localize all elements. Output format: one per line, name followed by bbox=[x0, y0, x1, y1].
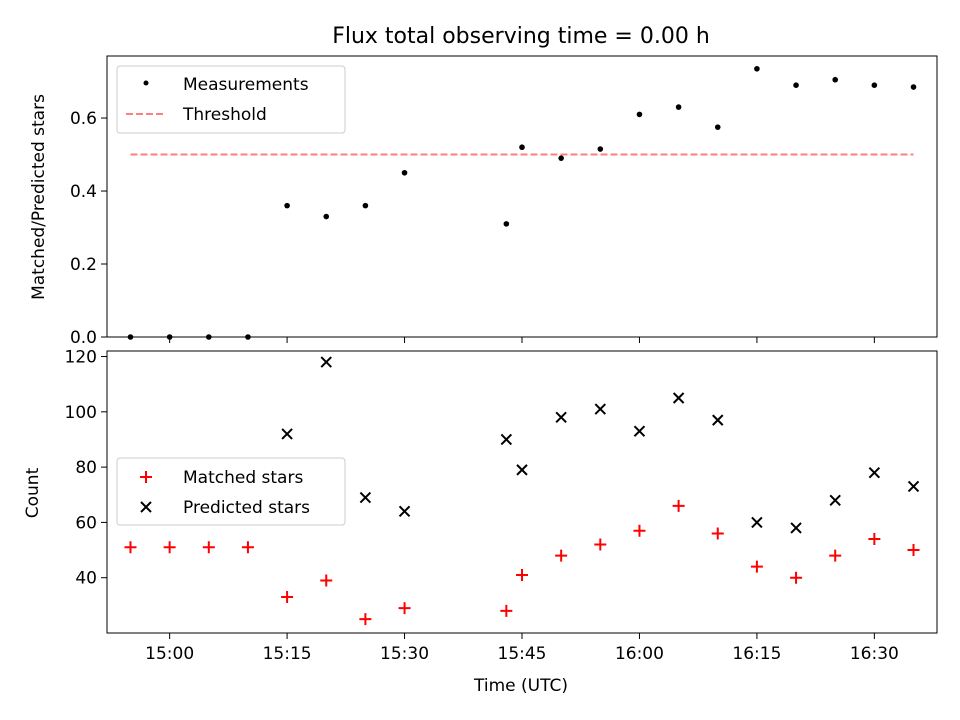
measurements-point bbox=[503, 221, 510, 227]
predicted-stars-point bbox=[500, 433, 513, 446]
matched-stars-point bbox=[163, 541, 176, 554]
measurements-point bbox=[284, 202, 290, 209]
bottom-chart: 40 60 80 100 120 15:00 15:15 15:30 15:45 16:00 16:… bbox=[23, 348, 938, 696]
top-y-tick-label: 0.6 bbox=[70, 109, 97, 129]
predicted-stars-point bbox=[281, 428, 293, 440]
bottom-x-tick-label: 15:30 bbox=[380, 644, 429, 664]
measurements-point bbox=[832, 76, 839, 83]
bottom-x-tick-label: 15:00 bbox=[145, 644, 194, 664]
matched-stars-point bbox=[320, 574, 333, 587]
predicted-stars-point bbox=[790, 522, 802, 534]
predicted-stars-point bbox=[829, 494, 841, 507]
measurements-point bbox=[910, 84, 917, 90]
legend-predicted-stars-label: Predicted stars bbox=[183, 498, 310, 518]
bottom-x-tick-label: 16:00 bbox=[615, 644, 664, 664]
matched-stars-point bbox=[594, 538, 607, 551]
predicted-stars-point bbox=[907, 480, 920, 493]
predicted-stars-point bbox=[555, 411, 567, 424]
matched-stars-point bbox=[241, 541, 254, 554]
matched-stars-point bbox=[907, 544, 920, 557]
predicted-stars-point bbox=[751, 516, 763, 529]
measurements-point bbox=[754, 65, 760, 72]
matched-stars-point bbox=[711, 527, 724, 540]
legend-matched-stars-marker bbox=[140, 471, 152, 483]
matched-stars-point bbox=[790, 571, 803, 584]
matched-stars-point bbox=[672, 499, 685, 512]
top-chart-legend: Measurements Threshold bbox=[116, 65, 346, 134]
predicted-stars-point bbox=[359, 491, 372, 504]
predicted-stars-point bbox=[516, 464, 528, 476]
matched-stars-point bbox=[500, 604, 513, 617]
matched-stars-point bbox=[281, 591, 294, 604]
matched-stars-point bbox=[750, 560, 763, 573]
measurements-point bbox=[597, 146, 604, 152]
matched-stars-point bbox=[124, 541, 137, 554]
bottom-chart-legend-box bbox=[116, 457, 346, 526]
predicted-stars-point bbox=[712, 414, 724, 426]
predicted-stars-point bbox=[633, 425, 646, 437]
bottom-chart-legend: Matched stars Predicted stars bbox=[116, 457, 346, 526]
matched-stars-point bbox=[868, 533, 881, 545]
top-chart: Flux total observing time = 0.00 h 0.00.… bbox=[29, 24, 938, 348]
bottom-y-tick-label: 100 bbox=[65, 403, 97, 423]
predicted-stars-point bbox=[672, 392, 685, 404]
matched-stars-point bbox=[633, 524, 646, 537]
bottom-y-tick-label: 80 bbox=[75, 458, 97, 478]
top-y-tick-label: 0.2 bbox=[70, 255, 97, 275]
matched-stars-point bbox=[398, 602, 411, 615]
top-y-tick-label: 0.0 bbox=[70, 328, 97, 348]
top-y-tick-label: 0.4 bbox=[70, 182, 97, 202]
bottom-y-tick-label: 120 bbox=[65, 348, 97, 368]
top-chart-frame bbox=[106, 55, 938, 338]
legend-measurements-label: Measurements bbox=[183, 75, 309, 95]
predicted-stars-point bbox=[594, 403, 607, 415]
bottom-chart-frame bbox=[106, 350, 938, 634]
top-chart-y-axis-label: Matched/Predicted stars bbox=[29, 94, 49, 300]
predicted-stars-point bbox=[320, 356, 332, 368]
matched-stars-point bbox=[359, 613, 372, 626]
measurements-point bbox=[793, 82, 799, 88]
measurements-point bbox=[401, 169, 408, 176]
measurements-point bbox=[871, 82, 878, 88]
bottom-x-tick-label: 16:15 bbox=[732, 644, 781, 664]
legend-matched-stars-label: Matched stars bbox=[183, 468, 303, 488]
measurements-point bbox=[519, 144, 525, 151]
bottom-x-tick-label: 15:15 bbox=[263, 644, 312, 664]
matched-stars-point bbox=[202, 541, 215, 554]
top-chart-title: Flux total observing time = 0.00 h bbox=[332, 24, 710, 49]
measurements-point bbox=[362, 202, 369, 209]
bottom-chart-plot-area: 40 60 80 100 120 15:00 15:15 15:30 15:45 16:00 16:… bbox=[65, 348, 938, 664]
bottom-chart-y-axis-label: Count bbox=[23, 467, 43, 518]
predicted-stars-point bbox=[868, 466, 881, 479]
matched-stars-point bbox=[516, 568, 528, 581]
bottom-chart-x-axis-label: Time (UTC) bbox=[473, 676, 568, 696]
legend-measurements-marker bbox=[143, 80, 149, 86]
predicted-stars-point bbox=[398, 505, 411, 518]
legend-threshold-label: Threshold bbox=[182, 105, 267, 125]
measurements-point bbox=[558, 155, 564, 161]
matched-stars-point bbox=[829, 549, 842, 562]
bottom-x-tick-label: 16:30 bbox=[850, 644, 899, 664]
top-chart-plot-area: 0.0 0.2 0.4 0.6 bbox=[70, 55, 938, 348]
bottom-y-tick-label: 60 bbox=[75, 513, 97, 533]
measurements-point bbox=[714, 124, 721, 130]
bottom-x-tick-label: 15:45 bbox=[498, 644, 547, 664]
top-chart-legend-box bbox=[116, 65, 346, 134]
bottom-y-tick-label: 40 bbox=[75, 569, 97, 589]
measurements-point bbox=[675, 104, 682, 110]
legend-predicted-stars-marker bbox=[140, 501, 152, 513]
measurements-point bbox=[323, 213, 330, 220]
matched-stars-point bbox=[555, 549, 568, 562]
measurements-point bbox=[636, 111, 643, 118]
